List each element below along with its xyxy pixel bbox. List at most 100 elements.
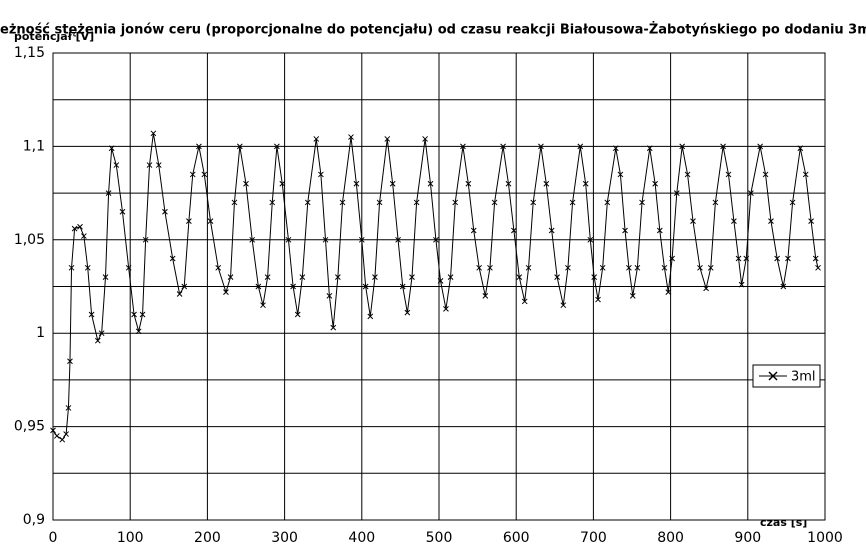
- data-marker: [780, 283, 787, 290]
- data-marker: [669, 255, 675, 262]
- data-marker: [285, 236, 292, 243]
- data-marker: [565, 264, 571, 271]
- data-marker: [812, 255, 819, 262]
- data-marker: [71, 225, 78, 232]
- data-marker: [582, 180, 589, 187]
- data-marker: [735, 255, 742, 262]
- y-tick-label: 0,95: [14, 419, 45, 435]
- data-marker: [65, 405, 72, 411]
- data-marker: [731, 218, 737, 224]
- data-marker: [652, 180, 659, 187]
- data-marker: [785, 255, 791, 262]
- data-marker: [703, 285, 709, 292]
- data-marker: [626, 264, 632, 271]
- data-marker: [808, 218, 814, 224]
- data-marker: [215, 264, 222, 271]
- x-tick-label: 800: [657, 530, 684, 546]
- data-marker: [661, 264, 668, 271]
- data-marker: [617, 171, 624, 178]
- data-marker: [720, 143, 726, 150]
- data-marker: [119, 208, 126, 215]
- data-marker: [255, 283, 262, 290]
- data-marker: [146, 162, 153, 168]
- data-marker: [569, 199, 576, 206]
- data-marker: [690, 218, 696, 224]
- x-tick-label: 700: [580, 530, 607, 546]
- data-marker: [673, 190, 680, 196]
- y-tick-label: 0,9: [23, 512, 45, 528]
- data-marker: [622, 227, 628, 234]
- data-marker: [629, 292, 636, 299]
- data-marker: [84, 264, 91, 271]
- data-marker: [797, 145, 804, 152]
- data-marker: [476, 264, 482, 271]
- data-marker: [684, 171, 691, 178]
- data-marker: [548, 227, 555, 234]
- data-marker: [335, 274, 341, 281]
- data-marker: [599, 264, 606, 271]
- data-marker: [500, 143, 506, 150]
- data-marker: [330, 324, 337, 331]
- x-tick-label: 0: [49, 530, 58, 546]
- data-marker: [437, 278, 444, 284]
- data-marker: [612, 145, 619, 152]
- data-marker: [294, 311, 301, 318]
- data-marker: [260, 302, 266, 309]
- data-marker: [326, 292, 333, 299]
- data-marker: [409, 274, 415, 281]
- x-tick-label: 600: [503, 530, 530, 546]
- data-marker: [299, 274, 306, 281]
- data-marker: [274, 143, 280, 150]
- data-marker: [427, 180, 434, 187]
- data-marker: [525, 264, 532, 271]
- data-marker: [516, 274, 523, 281]
- data-marker: [113, 162, 120, 168]
- data-marker: [348, 134, 354, 140]
- data-marker: [757, 143, 764, 150]
- data-marker: [543, 180, 550, 187]
- data-marker: [98, 330, 105, 337]
- data-marker: [50, 427, 56, 434]
- data-marker: [223, 289, 229, 295]
- data-marker: [505, 180, 512, 187]
- data-marker: [249, 236, 256, 243]
- data-marker: [236, 143, 243, 150]
- data-marker: [227, 274, 234, 281]
- data-marker: [63, 431, 69, 437]
- data-marker: [712, 199, 719, 206]
- data-marker: [815, 264, 821, 271]
- data-marker: [77, 223, 83, 230]
- x-tick-label: 300: [271, 530, 298, 546]
- data-marker: [68, 264, 75, 271]
- data-marker: [634, 264, 641, 271]
- legend-marker: [768, 371, 778, 381]
- data-marker: [201, 171, 208, 178]
- data-marker: [367, 313, 374, 320]
- data-marker: [521, 298, 528, 305]
- data-marker: [372, 274, 378, 281]
- data-marker: [189, 171, 196, 178]
- data-marker: [196, 143, 202, 150]
- data-marker: [125, 264, 132, 271]
- data-marker: [135, 328, 142, 335]
- data-marker: [304, 199, 311, 206]
- data-marker: [748, 190, 754, 196]
- data-marker: [181, 283, 188, 290]
- data-marker: [54, 433, 60, 439]
- data-marker: [395, 236, 401, 243]
- data-marker: [94, 337, 101, 344]
- data-marker: [207, 218, 214, 224]
- data-marker: [447, 274, 454, 281]
- data-marker: [269, 199, 276, 206]
- data-marker: [725, 171, 732, 178]
- legend-label: 3ml: [791, 370, 816, 385]
- data-marker: [176, 291, 183, 297]
- data-marker: [404, 309, 411, 316]
- data-marker: [443, 306, 449, 312]
- data-marker: [358, 236, 365, 243]
- data-marker: [511, 227, 517, 234]
- data-marker: [105, 190, 112, 196]
- x-tick-label: 100: [117, 530, 144, 546]
- data-marker: [362, 283, 369, 290]
- data-marker: [538, 143, 544, 150]
